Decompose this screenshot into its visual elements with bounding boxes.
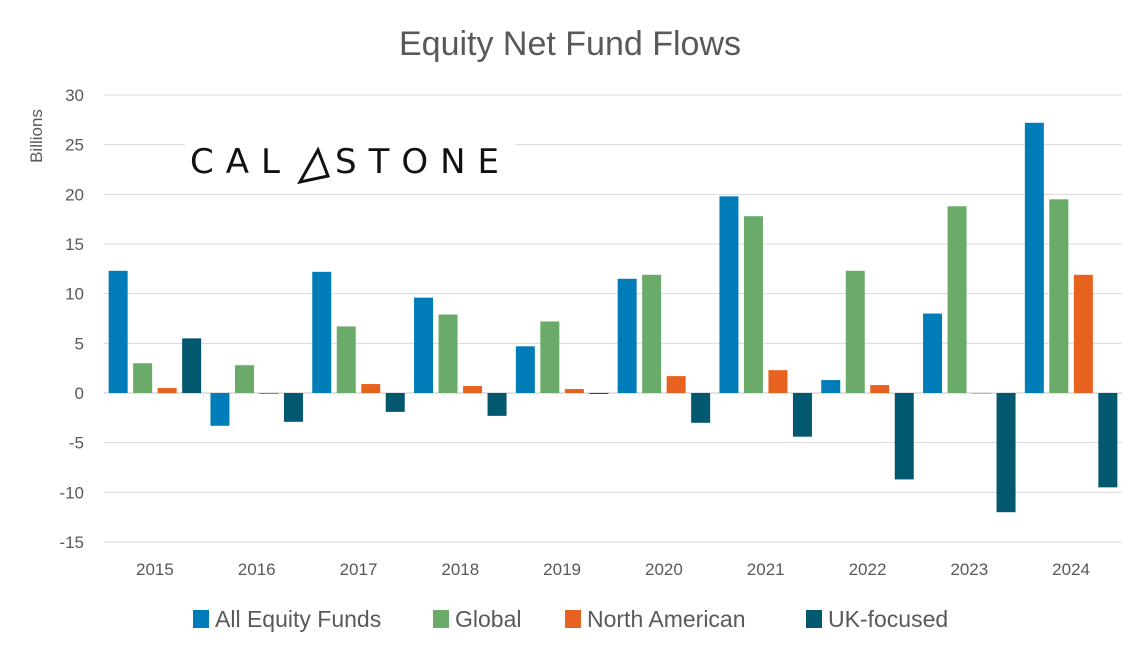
bar-global-2016 — [234, 365, 254, 393]
bar-north-american-2016 — [259, 393, 279, 394]
bar-global-2019 — [540, 321, 560, 393]
bar-global-2015 — [133, 363, 153, 393]
bar-uk-focused-2018 — [487, 393, 507, 416]
legend-swatch — [433, 610, 449, 628]
x-tick-label: 2024 — [1052, 560, 1090, 579]
logo-background — [185, 132, 515, 188]
bar-north-american-2022 — [870, 385, 890, 393]
x-tick-labels: 2015 2016 2017 2018 2019 2020 2021 2022 2023 2024 — [136, 560, 1090, 579]
legend-swatch — [565, 610, 581, 628]
x-tick-label: 2019 — [543, 560, 581, 579]
legend-label: UK-focused — [828, 606, 948, 632]
bar-global-2023 — [947, 206, 967, 393]
y-tick-label: 0 — [75, 384, 84, 403]
bar-north-american-2019 — [564, 389, 584, 393]
x-tick-label: 2017 — [340, 560, 378, 579]
logo-letters-left: CAL — [190, 142, 292, 182]
logo-arrow-mark — [297, 146, 331, 185]
bar-north-american-2023 — [972, 393, 992, 394]
y-tick-label: 20 — [65, 185, 84, 204]
legend-label: Global — [455, 606, 521, 632]
legend-swatch — [806, 610, 822, 628]
x-tick-label: 2022 — [849, 560, 887, 579]
logo-letters-right: STONE — [335, 142, 511, 182]
y-tick-label: 5 — [75, 334, 84, 353]
bars — [108, 122, 1118, 513]
bar-uk-focused-2021 — [792, 393, 812, 437]
y-tick-label: -5 — [69, 434, 84, 453]
bar-uk-focused-2017 — [385, 393, 405, 412]
x-tick-label: 2020 — [645, 560, 683, 579]
bar-all-equity-funds-2023 — [923, 313, 943, 393]
legend-label: All Equity Funds — [215, 606, 381, 632]
bar-global-2020 — [642, 274, 662, 393]
bar-north-american-2024 — [1073, 274, 1093, 393]
bar-all-equity-funds-2015 — [108, 270, 128, 393]
y-tick-label: 15 — [65, 235, 84, 254]
bar-global-2017 — [336, 326, 356, 393]
bar-global-2021 — [743, 216, 763, 393]
y-axis-label: Billions — [27, 109, 46, 163]
legend-label: North American — [587, 606, 746, 632]
bar-all-equity-funds-2022 — [821, 380, 841, 393]
y-tick-labels: 30 25 20 15 10 5 0 -5 -10 -15 — [59, 86, 84, 552]
bar-global-2022 — [845, 270, 865, 393]
bar-global-2024 — [1049, 199, 1069, 393]
bar-global-2018 — [438, 314, 458, 393]
legend: All Equity Funds Global North American UK-f… — [193, 606, 948, 632]
x-tick-label: 2021 — [747, 560, 785, 579]
y-tick-label: 10 — [65, 285, 84, 304]
calastone-logo: CALASTONE CAL STONE — [185, 132, 515, 188]
y-tick-label: 25 — [65, 136, 84, 155]
x-tick-label: 2016 — [238, 560, 276, 579]
bar-uk-focused-2016 — [283, 393, 303, 422]
bar-north-american-2018 — [463, 386, 483, 393]
bar-north-american-2017 — [361, 384, 381, 393]
y-tick-label: 30 — [65, 86, 84, 105]
bar-all-equity-funds-2018 — [414, 297, 434, 393]
x-tick-label: 2015 — [136, 560, 174, 579]
bar-uk-focused-2015 — [182, 338, 202, 393]
bar-all-equity-funds-2016 — [210, 393, 230, 426]
bar-uk-focused-2022 — [894, 393, 914, 480]
bar-uk-focused-2020 — [691, 393, 711, 423]
bar-all-equity-funds-2021 — [719, 196, 739, 393]
bar-uk-focused-2024 — [1098, 393, 1118, 488]
legend-swatch — [193, 610, 209, 628]
bar-all-equity-funds-2024 — [1024, 122, 1044, 394]
chart-title: Equity Net Fund Flows — [399, 25, 741, 63]
bar-all-equity-funds-2020 — [617, 278, 637, 393]
bar-north-american-2015 — [157, 388, 177, 393]
bar-all-equity-funds-2019 — [515, 346, 535, 393]
y-tick-label: -10 — [59, 483, 84, 502]
bar-uk-focused-2023 — [996, 393, 1016, 513]
bar-north-american-2020 — [666, 376, 686, 393]
bar-north-american-2021 — [768, 370, 788, 393]
bar-all-equity-funds-2017 — [312, 271, 332, 393]
y-tick-label: -15 — [59, 533, 84, 552]
x-tick-label: 2023 — [950, 560, 988, 579]
x-tick-label: 2018 — [441, 560, 479, 579]
bar-uk-focused-2019 — [589, 393, 609, 394]
